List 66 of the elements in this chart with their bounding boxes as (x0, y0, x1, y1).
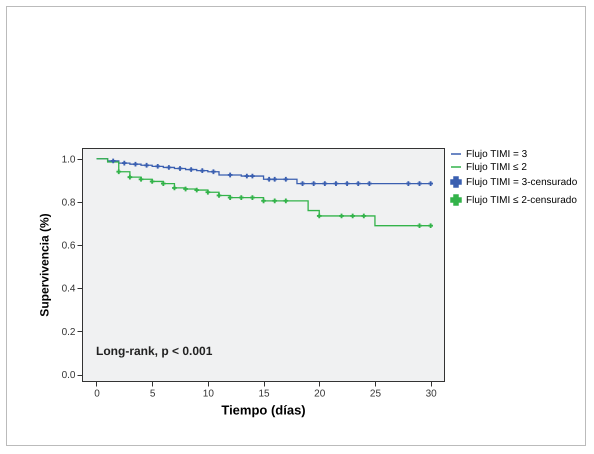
point (150, 179, 155, 184)
point (344, 181, 350, 186)
point (334, 181, 338, 186)
y-axis-title: Supervivencia (%) (38, 213, 52, 317)
point (133, 162, 138, 167)
point (250, 195, 255, 200)
point (194, 188, 200, 192)
point (178, 166, 182, 171)
x-axis-title: Tiempo (días) (221, 402, 306, 418)
point (128, 174, 132, 180)
point (155, 164, 160, 169)
point (356, 181, 361, 186)
point (172, 186, 177, 190)
legend-label: Flujo TIMI ≤ 2-censurado (466, 195, 578, 206)
point (417, 223, 422, 228)
point (250, 174, 255, 178)
x-tick-label: 5 (150, 388, 156, 400)
point (144, 162, 149, 168)
point (206, 190, 210, 195)
point (238, 195, 244, 200)
point (200, 168, 205, 173)
point (283, 198, 288, 204)
point (216, 193, 222, 198)
point (406, 181, 411, 186)
point (350, 214, 356, 218)
point (244, 174, 250, 178)
x-tick-label: 10 (202, 388, 214, 400)
legend-label: Flujo TIMI = 3 (466, 149, 528, 160)
point (316, 214, 322, 218)
point (211, 169, 216, 174)
point (266, 176, 272, 182)
point (428, 223, 433, 228)
x-tick-label: 30 (426, 388, 438, 400)
point (183, 186, 188, 192)
x-tick-label: 15 (258, 388, 270, 400)
point (428, 181, 433, 186)
point (228, 195, 232, 200)
point (122, 160, 127, 166)
point (361, 214, 366, 218)
legend-label: Flujo TIMI = 3-censurado (466, 177, 578, 188)
x-tick-label: 20 (314, 388, 326, 400)
point (339, 214, 344, 218)
x-tick-label: 0 (94, 388, 100, 400)
y-tick-label: 0.4 (62, 284, 76, 295)
point (300, 181, 305, 186)
point (311, 181, 316, 186)
point (228, 172, 232, 178)
annotation: Long-rank, p < 0.001 (96, 344, 213, 358)
point (367, 181, 372, 186)
legend-label: Flujo TIMI ≤ 2 (466, 162, 528, 173)
point (138, 176, 144, 182)
y-tick-label: 0.2 (62, 326, 76, 338)
y-tick-label: 0.0 (62, 370, 76, 382)
point (272, 198, 278, 204)
point (283, 176, 288, 182)
y-tick-label: 0.6 (62, 240, 76, 252)
y-tick-label: 1.0 (62, 154, 76, 166)
point (261, 198, 266, 204)
y-tick-label: 0.8 (62, 197, 76, 208)
point (322, 181, 328, 186)
point (166, 165, 172, 170)
x-tick-label: 25 (370, 388, 382, 400)
point (110, 158, 116, 164)
point (160, 181, 166, 186)
point (188, 167, 194, 172)
point (417, 181, 422, 186)
